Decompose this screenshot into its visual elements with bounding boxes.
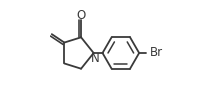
Text: N: N (91, 52, 100, 65)
Text: O: O (76, 9, 85, 22)
Text: Br: Br (150, 47, 163, 59)
